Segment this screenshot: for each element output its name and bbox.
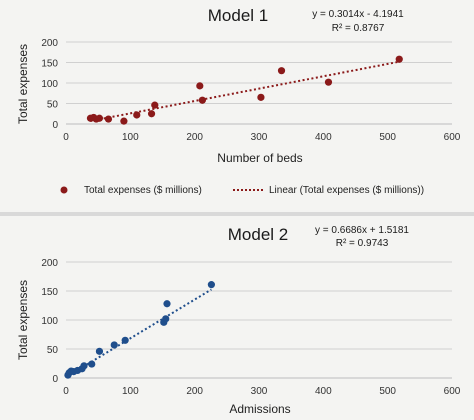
model2-data-point <box>88 360 96 368</box>
model2-x-tick-label: 500 <box>379 386 396 397</box>
model2-panel <box>0 216 474 420</box>
model1-y-tick-label: 150 <box>41 59 58 70</box>
model2-data-point <box>110 341 118 349</box>
legend-marker-icon <box>60 186 68 194</box>
model2-x-tick-label: 600 <box>444 386 461 397</box>
model1-x-tick-label: 500 <box>379 132 396 143</box>
model1-x-tick-label: 200 <box>186 132 203 143</box>
model1-data-point <box>151 101 159 109</box>
model2-x-tick-label: 300 <box>251 386 268 397</box>
model1-x-tick-label: 300 <box>251 132 268 143</box>
model1-x-tick-label: 0 <box>63 132 69 143</box>
model2-x-tick-label: 400 <box>315 386 332 397</box>
model1-data-point <box>120 117 128 125</box>
model1-r-squared: R² = 0.8767 <box>332 23 385 34</box>
model1-y-tick-label: 50 <box>47 100 59 111</box>
model2-data-point <box>207 281 215 289</box>
model1-equation: y = 0.3014x - 4.1941 <box>312 9 404 20</box>
model2-data-point <box>80 362 88 370</box>
model2-y-axis-label: Total expenses <box>16 280 30 360</box>
model2-r-squared: R² = 0.9743 <box>336 238 389 249</box>
model2-x-axis-label: Admissions <box>229 402 290 416</box>
model1-data-point <box>95 114 104 122</box>
model1-data-point <box>147 110 156 118</box>
model1-data-point <box>324 78 333 86</box>
model1-data-point <box>257 93 265 101</box>
model2-data-point <box>163 300 171 308</box>
model1-y-tick-label: 200 <box>41 38 58 49</box>
model2-y-tick-label: 100 <box>41 316 58 327</box>
legend-trend-label: Linear (Total expenses ($ millions)) <box>269 185 424 196</box>
model1-data-point <box>196 82 204 90</box>
model1-x-tick-label: 600 <box>444 132 461 143</box>
model2-y-tick-label: 200 <box>41 258 58 269</box>
model2-data-point <box>95 347 104 355</box>
model2-plot: 0 50 100 150 200 0 100 200 300 400 500 600 <box>41 258 460 397</box>
model2-data-point <box>121 336 129 344</box>
model2-title: Model 2 <box>228 225 288 244</box>
model2-data-point <box>162 315 170 323</box>
model1-data-point <box>277 67 286 75</box>
model1-y-tick-label: 0 <box>52 120 58 131</box>
model1-data-point <box>104 115 113 123</box>
model2-x-tick-label: 100 <box>122 386 139 397</box>
model1-y-axis-label: Total expenses <box>16 44 30 124</box>
model2-y-tick-label: 150 <box>41 287 58 298</box>
model1-x-axis-label: Number of beds <box>217 151 302 165</box>
model1-x-tick-label: 400 <box>315 132 332 143</box>
model1-data-point <box>198 96 206 104</box>
model2-equation: y = 0.6686x + 1.5181 <box>315 225 409 236</box>
model1-data-point <box>395 55 403 63</box>
model1-trendline <box>90 60 400 123</box>
model1-plot: 0 50 100 150 200 0 100 200 300 400 500 600 <box>41 38 460 143</box>
model2-x-tick-label: 0 <box>63 386 69 397</box>
model1-x-tick-label: 100 <box>122 132 139 143</box>
model2-x-tick-label: 200 <box>186 386 203 397</box>
model1-y-tick-label: 100 <box>41 79 58 90</box>
model1-data-point <box>133 111 141 119</box>
model1-title: Model 1 <box>208 6 268 25</box>
legend-series-label: Total expenses ($ millions) <box>84 185 202 196</box>
model1-panel <box>0 0 474 212</box>
model2-y-tick-label: 50 <box>47 345 59 356</box>
model2-y-tick-label: 0 <box>52 374 58 385</box>
